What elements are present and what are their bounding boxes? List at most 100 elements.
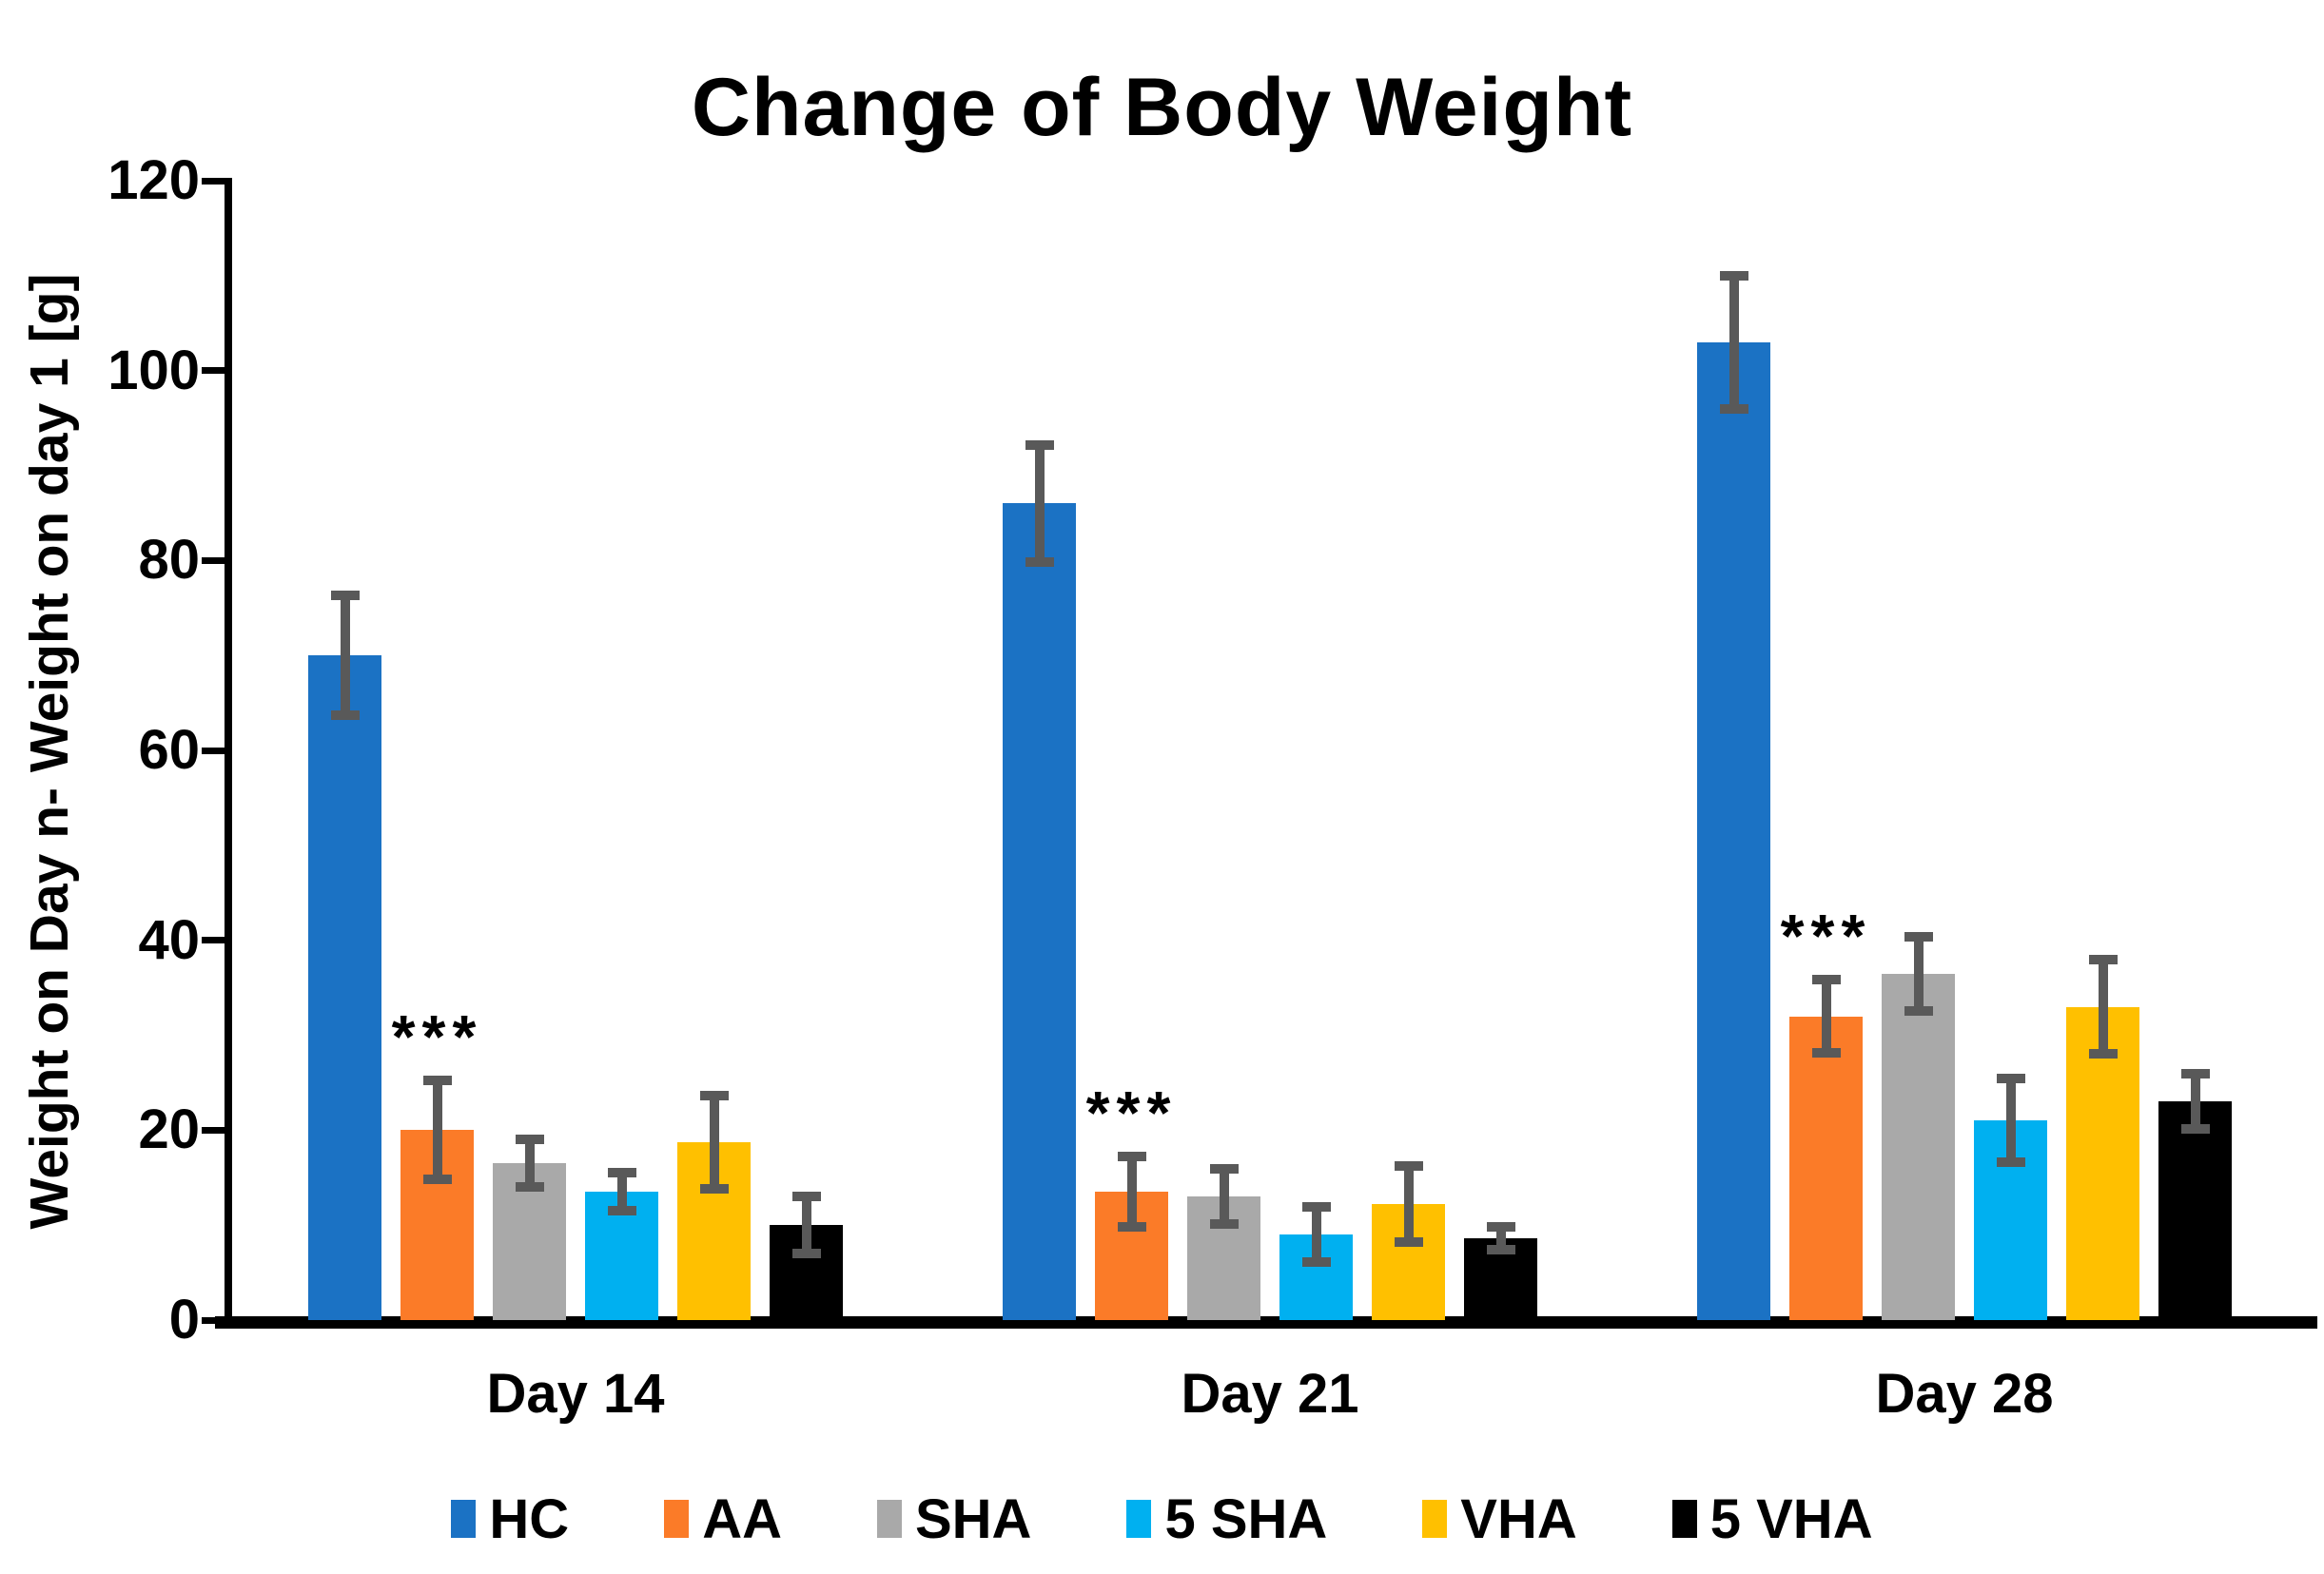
error-bar-cap-top-hc-day-21 [1025, 439, 1054, 450]
error-bar-5-vha-day-28 [2190, 1074, 2200, 1130]
error-bar-cap-top-sha-day-21 [1209, 1164, 1239, 1175]
error-bar-aa-day-14 [432, 1080, 442, 1180]
legend-item-aa: AA [664, 1487, 782, 1551]
sig-marker-aa-day-28: *** [1780, 901, 1872, 970]
y-tick-label-20: 20 [138, 1098, 200, 1161]
legend-swatch-aa [664, 1500, 690, 1538]
bar-5-vha-day-28 [2158, 1101, 2232, 1320]
legend-label-hc: HC [489, 1487, 570, 1550]
error-bar-cap-bottom-vha-day-28 [2088, 1049, 2118, 1059]
error-bar-cap-top-5-vha-day-28 [2180, 1069, 2210, 1079]
error-bar-vha-day-21 [1403, 1166, 1414, 1243]
error-bar-cap-bottom-5-vha-day-21 [1486, 1245, 1515, 1255]
error-bar-hc-day-21 [1034, 444, 1045, 563]
legend: HC AA SHA 5 SHA VHA 5 VHA [0, 1476, 2324, 1562]
y-tick-label-100: 100 [107, 339, 200, 401]
error-bar-hc-day-28 [1728, 275, 1739, 409]
y-tick-120 [202, 177, 225, 185]
bar-hc-day-21 [1003, 503, 1076, 1320]
legend-item-hc: HC [451, 1487, 569, 1551]
legend-swatch-5-sha [1126, 1500, 1152, 1538]
legend-item-5-vha: 5 VHA [1671, 1487, 1873, 1551]
error-bar-cap-bottom-hc-day-21 [1025, 557, 1054, 568]
y-tick-0 [202, 1316, 225, 1324]
error-bar-cap-top-vha-day-14 [699, 1091, 729, 1101]
bar-hc-day-28 [1697, 341, 1770, 1320]
error-bar-sha-day-14 [524, 1139, 535, 1188]
error-bar-5-sha-day-28 [2005, 1078, 2016, 1163]
legend-item-vha: VHA [1422, 1487, 1577, 1551]
legend-item-sha: SHA [876, 1487, 1032, 1551]
error-bar-cap-top-hc-day-28 [1719, 270, 1748, 281]
error-bar-aa-day-21 [1126, 1156, 1137, 1228]
y-tick-label-0: 0 [168, 1289, 200, 1351]
x-axis-label-day-28: Day 28 [1875, 1363, 2054, 1425]
sig-marker-aa-day-14: *** [391, 1002, 483, 1072]
x-axis-label-day-21: Day 21 [1181, 1363, 1359, 1425]
y-tick-40 [202, 937, 225, 944]
error-bar-aa-day-28 [1821, 979, 1831, 1054]
error-bar-cap-top-aa-day-21 [1117, 1152, 1146, 1162]
chart-title: Change of Body Weight [691, 61, 1633, 153]
bar-sha-day-28 [1882, 973, 1955, 1320]
legend-swatch-hc [451, 1500, 477, 1538]
y-tick-60 [202, 747, 225, 754]
error-bar-cap-top-hc-day-14 [330, 591, 360, 601]
error-bar-cap-bottom-5-vha-day-28 [2180, 1124, 2210, 1135]
legend-item-5-sha: 5 SHA [1126, 1487, 1327, 1551]
y-tick-label-80: 80 [138, 529, 200, 592]
error-bar-cap-top-5-sha-day-28 [1996, 1074, 2025, 1084]
legend-label-sha: SHA [914, 1487, 1032, 1550]
error-bar-cap-bottom-sha-day-28 [1904, 1005, 1933, 1016]
y-tick-label-120: 120 [107, 149, 200, 211]
sig-marker-aa-day-21: *** [1085, 1078, 1178, 1148]
bar-hc-day-14 [308, 655, 381, 1320]
error-bar-cap-bottom-sha-day-21 [1209, 1219, 1239, 1230]
error-bar-vha-day-28 [2098, 959, 2108, 1055]
error-bar-cap-top-sha-day-28 [1904, 931, 1933, 942]
error-bar-cap-top-aa-day-28 [1811, 974, 1841, 984]
y-axis-line [225, 178, 232, 1322]
error-bar-5-vha-day-21 [1495, 1227, 1506, 1251]
error-bar-cap-top-5-sha-day-21 [1301, 1202, 1331, 1213]
error-bar-cap-top-5-vha-day-14 [791, 1192, 821, 1202]
error-bar-cap-top-sha-day-14 [515, 1135, 544, 1145]
error-bar-cap-bottom-hc-day-28 [1719, 403, 1748, 414]
error-bar-cap-bottom-5-vha-day-14 [791, 1249, 821, 1259]
error-bar-cap-bottom-sha-day-14 [515, 1182, 544, 1193]
error-bar-vha-day-14 [709, 1096, 719, 1190]
y-tick-label-40: 40 [138, 908, 200, 971]
error-bar-cap-bottom-aa-day-14 [422, 1175, 452, 1185]
legend-swatch-5-vha [1671, 1500, 1697, 1538]
legend-label-aa: AA [702, 1487, 782, 1550]
error-bar-cap-bottom-vha-day-14 [699, 1184, 729, 1195]
error-bar-cap-bottom-aa-day-28 [1811, 1048, 1841, 1059]
error-bar-sha-day-21 [1219, 1169, 1229, 1225]
legend-label-vha: VHA [1460, 1487, 1577, 1550]
error-bar-hc-day-14 [340, 595, 350, 716]
y-tick-20 [202, 1126, 225, 1134]
error-bar-cap-bottom-5-sha-day-21 [1301, 1257, 1331, 1268]
y-tick-80 [202, 556, 225, 564]
error-bar-cap-top-vha-day-28 [2088, 954, 2118, 964]
legend-label-5-vha: 5 VHA [1709, 1487, 1873, 1550]
error-bar-cap-top-vha-day-21 [1394, 1161, 1423, 1172]
legend-label-5-sha: 5 SHA [1164, 1487, 1328, 1550]
y-tick-label-60: 60 [138, 719, 200, 781]
error-bar-cap-bottom-vha-day-21 [1394, 1237, 1423, 1248]
error-bar-cap-top-aa-day-14 [422, 1076, 452, 1086]
error-bar-cap-top-5-sha-day-14 [607, 1168, 636, 1178]
legend-swatch-sha [876, 1500, 902, 1538]
error-bar-5-sha-day-21 [1311, 1207, 1321, 1263]
x-axis-label-day-14: Day 14 [486, 1363, 665, 1425]
error-bar-5-vha-day-14 [801, 1196, 811, 1254]
bar-aa-day-28 [1789, 1016, 1863, 1320]
error-bar-cap-bottom-5-sha-day-14 [607, 1206, 636, 1216]
bar-vha-day-28 [2066, 1006, 2139, 1320]
error-bar-cap-top-5-vha-day-21 [1486, 1222, 1515, 1233]
error-bar-sha-day-28 [1913, 936, 1924, 1011]
error-bar-cap-bottom-aa-day-21 [1117, 1222, 1146, 1233]
error-bar-5-sha-day-14 [616, 1173, 627, 1212]
